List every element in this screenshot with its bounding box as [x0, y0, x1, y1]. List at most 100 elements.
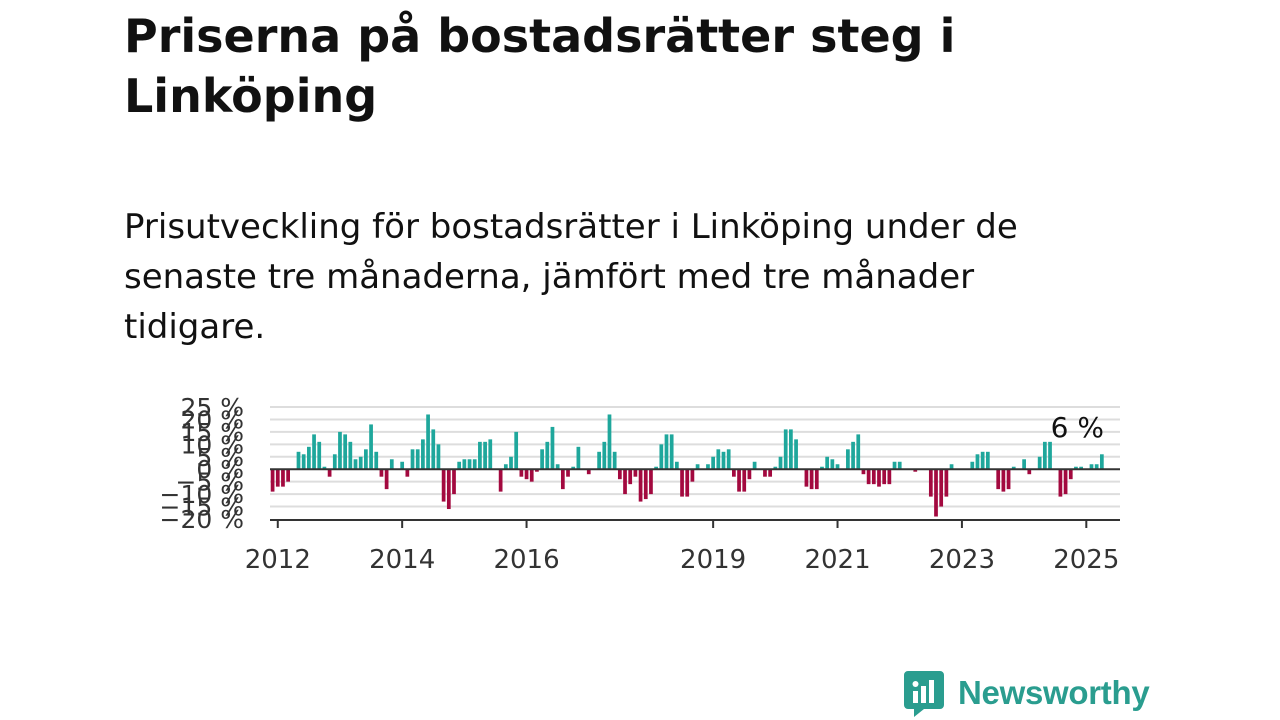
bar — [804, 469, 809, 487]
bar — [814, 469, 819, 490]
bar — [364, 449, 368, 470]
bar — [498, 469, 503, 492]
y-tick-label: 15 % — [180, 418, 244, 447]
bar — [472, 459, 477, 470]
axes — [270, 468, 1120, 528]
bar — [638, 469, 643, 502]
bar — [970, 461, 975, 470]
bar — [617, 469, 622, 480]
bar — [441, 469, 446, 502]
bar — [882, 469, 887, 485]
bar — [519, 469, 524, 477]
bar — [514, 431, 519, 470]
bar — [949, 464, 954, 470]
bar — [778, 456, 783, 470]
bar — [338, 431, 342, 470]
bar — [680, 469, 684, 497]
bar — [726, 449, 731, 470]
bar — [405, 469, 410, 477]
bar — [664, 434, 669, 470]
bar — [835, 464, 840, 470]
bar — [1089, 464, 1094, 470]
bar-chart: 25 %20 %15 %10 %5 %0 %−5 %−10 %−15 %−20 … — [160, 393, 1120, 575]
bar — [467, 459, 472, 470]
y-tick-label: 20 % — [180, 405, 244, 434]
bar — [457, 461, 462, 470]
bar — [483, 441, 487, 470]
bar — [571, 466, 576, 470]
bar — [721, 451, 726, 470]
bar — [913, 469, 918, 472]
y-tick-label: 0 % — [196, 455, 244, 484]
bar — [436, 444, 441, 470]
x-tick-label: 2014 — [369, 545, 435, 575]
newsworthy-logo-icon — [904, 671, 944, 717]
bar — [415, 449, 420, 470]
bar — [348, 441, 353, 470]
bar — [742, 469, 747, 492]
bar — [1099, 454, 1104, 470]
bar — [716, 449, 721, 470]
bar — [353, 459, 358, 470]
bar — [296, 451, 301, 470]
newsworthy-logo: Newsworthy — [902, 669, 1150, 717]
bar — [659, 444, 664, 470]
bar — [928, 469, 933, 497]
bar — [690, 469, 695, 482]
x-tick-label: 2016 — [493, 545, 559, 575]
y-tick-label: 10 % — [180, 430, 244, 459]
bar — [374, 451, 379, 470]
bar — [332, 454, 337, 470]
bar — [560, 469, 565, 490]
bar — [524, 469, 529, 480]
x-tick-label: 2025 — [1053, 545, 1119, 575]
x-tick-label: 2023 — [929, 545, 995, 575]
bar — [737, 469, 741, 492]
bar — [980, 451, 985, 470]
x-tick-label: 2019 — [680, 545, 746, 575]
bar — [732, 469, 736, 477]
bar — [685, 469, 690, 497]
bar — [856, 434, 861, 470]
bar — [939, 469, 944, 507]
bar — [379, 469, 384, 477]
bar — [789, 429, 793, 470]
x-tick-label: 2012 — [245, 545, 311, 575]
bar — [706, 464, 710, 470]
bar — [358, 456, 363, 470]
bar — [322, 466, 327, 470]
bar — [389, 459, 394, 470]
bar — [270, 469, 275, 492]
bar — [851, 441, 855, 470]
bar — [773, 466, 778, 470]
bar — [529, 469, 534, 482]
bar — [1058, 469, 1063, 497]
bar — [996, 469, 1001, 490]
bar — [1006, 469, 1011, 490]
bar — [892, 461, 897, 470]
bar — [540, 449, 544, 470]
y-tick-label: −20 % — [160, 505, 244, 534]
bar — [1068, 469, 1073, 480]
bar — [649, 469, 653, 495]
bar — [597, 451, 601, 470]
bar — [825, 456, 830, 470]
bar — [633, 469, 638, 477]
bar — [820, 466, 824, 470]
brand-name: Newsworthy — [958, 674, 1150, 711]
bar — [555, 464, 560, 470]
bar — [695, 464, 700, 470]
bar — [275, 469, 280, 487]
bar — [343, 434, 348, 470]
y-tick-label: −10 % — [160, 480, 244, 509]
bar — [384, 469, 389, 490]
tick-labels: 25 %20 %15 %10 %5 %0 %−5 %−10 %−15 %−20 … — [160, 393, 1120, 575]
bar — [846, 449, 850, 470]
bar — [1022, 459, 1026, 470]
bar — [1037, 456, 1042, 470]
bar — [975, 454, 980, 470]
bar — [985, 451, 990, 470]
gridlines — [270, 406, 1120, 508]
bar — [301, 454, 306, 470]
bar — [830, 459, 835, 470]
